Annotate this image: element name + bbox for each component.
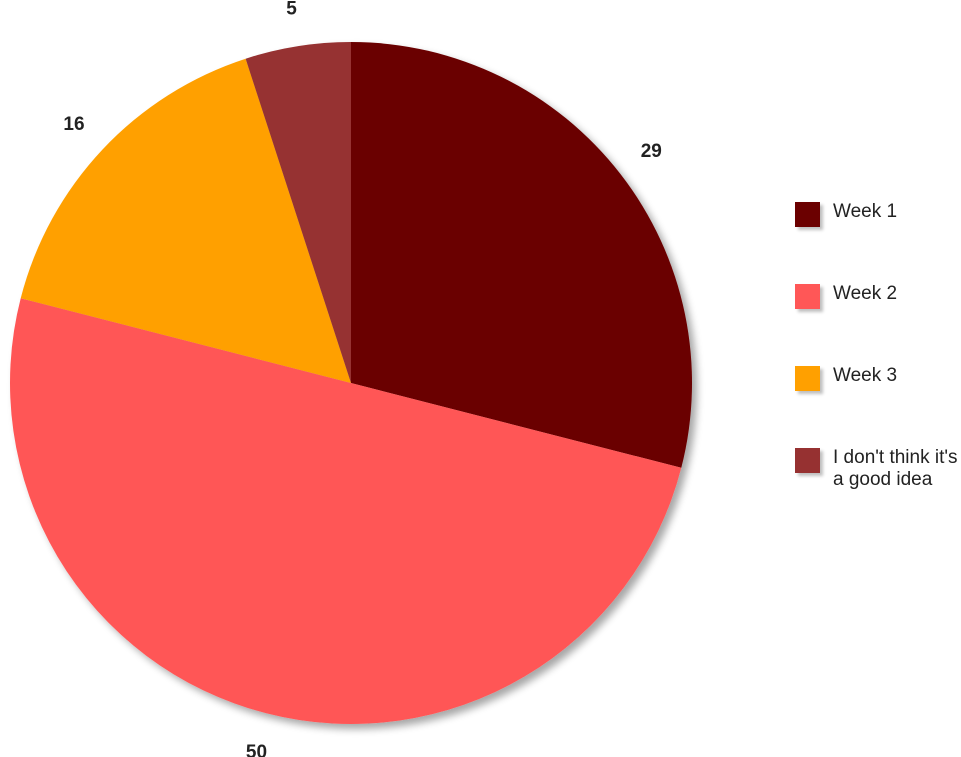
legend-swatch-1 (795, 284, 820, 309)
legend-item-0: Week 1 (795, 197, 961, 237)
legend-item-2: Week 3 (795, 361, 961, 401)
legend-label-3: I don't think it's a good idea (833, 447, 958, 490)
legend-label-2: Week 3 (833, 365, 898, 386)
legend-item-3: I don't think it's a good idea (795, 443, 961, 490)
pie-slice-3 (245, 42, 351, 383)
slice-value-label-2: 16 (63, 114, 84, 135)
pie-slices (9, 42, 692, 724)
pie-slice-0 (351, 42, 692, 468)
slice-labels: 29 50 16 5 (63, 0, 661, 757)
slice-value-label-1: 50 (246, 742, 267, 757)
legend-swatch-0 (795, 202, 820, 227)
legend: Week 1 Week 2 Week 3 I don't think it's a g… (795, 197, 961, 525)
legend-swatch-2 (795, 366, 820, 391)
legend-swatch-3 (795, 448, 820, 473)
legend-label-1: Week 2 (833, 283, 898, 304)
legend-item-1: Week 2 (795, 279, 961, 319)
pie-slice-1 (9, 298, 682, 724)
legend-label-0: Week 1 (833, 201, 898, 222)
slice-value-label-0: 29 (641, 141, 662, 162)
pie-slice-2 (20, 58, 352, 383)
slice-value-label-3: 5 (286, 0, 297, 20)
